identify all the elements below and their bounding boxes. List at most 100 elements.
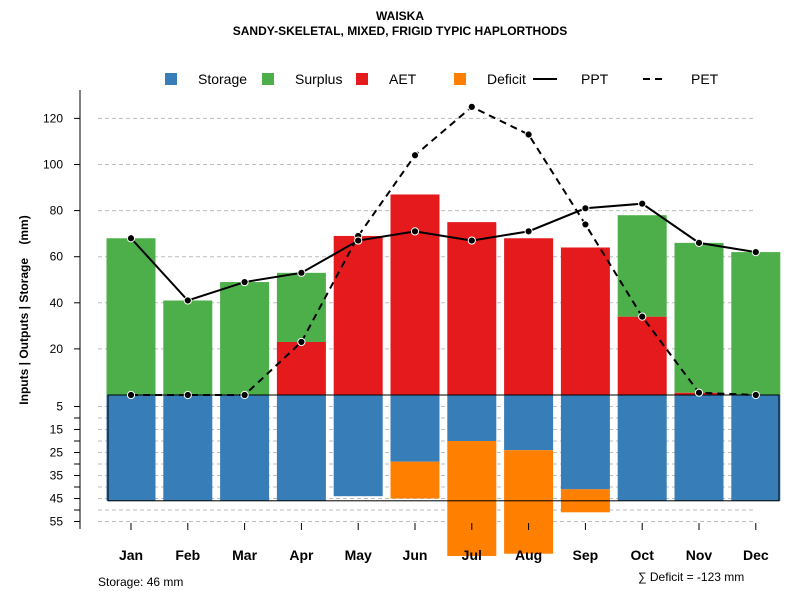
legend-label-aet: AET	[389, 71, 417, 87]
chart-title: WAISKA	[376, 9, 424, 23]
pet-point	[297, 337, 306, 347]
x-tick-label-jul: Jul	[462, 547, 482, 563]
legend-item-surplus: Surplus	[262, 71, 342, 87]
x-tick-label-jun: Jun	[403, 547, 428, 563]
storage-bar	[106, 395, 156, 501]
x-tick-label-oct: Oct	[631, 547, 655, 563]
x-tick-label-mar: Mar	[232, 547, 257, 563]
ppt-point	[240, 277, 249, 287]
legend-swatch-storage	[165, 73, 177, 85]
storage-bar	[731, 395, 781, 501]
storage-bar	[447, 395, 497, 441]
surplus-bar	[276, 272, 326, 342]
surplus-bar	[163, 300, 213, 395]
y-tick-label: 25	[50, 446, 64, 460]
aet-bar	[617, 316, 667, 395]
pet-point	[240, 390, 249, 400]
ppt-point	[183, 296, 192, 305]
surplus-bar	[617, 215, 667, 317]
x-tick-label-feb: Feb	[175, 547, 200, 563]
y-tick-label: 80	[50, 204, 64, 218]
y-tick-label: 40	[50, 296, 64, 310]
legend-label-pet: PET	[691, 71, 719, 87]
ppt-line	[130, 202, 756, 302]
pet-point	[751, 390, 760, 400]
ppt-point	[524, 227, 533, 236]
legend-label-storage: Storage	[198, 71, 247, 87]
deficit-footnote: ∑ Deficit = -123 mm	[638, 570, 745, 584]
x-tick-label-apr: Apr	[289, 547, 314, 563]
legend-item-storage: Storage	[165, 71, 247, 87]
aet-bar	[447, 222, 497, 395]
legend-swatch-aet	[356, 73, 368, 85]
pet-point	[410, 151, 420, 160]
ppt-point	[297, 268, 306, 277]
y-tick-label: 20	[50, 342, 64, 356]
storage-bar	[560, 395, 610, 490]
storage-bar	[163, 395, 213, 501]
legend-swatch-deficit	[454, 73, 466, 85]
legend-label-surplus: Surplus	[295, 71, 342, 87]
pet-point	[638, 312, 647, 321]
storage-footnote: Storage: 46 mm	[98, 575, 184, 589]
x-tick-label-may: May	[345, 547, 372, 563]
y-tick-label: 60	[50, 250, 64, 264]
surplus-bar	[674, 242, 724, 393]
aet-bar	[504, 238, 554, 395]
ppt-point	[354, 236, 363, 245]
y-tick-label: 120	[43, 111, 63, 125]
pet-point	[126, 390, 136, 400]
ppt-point	[410, 227, 420, 236]
aet-bar	[276, 341, 326, 395]
storage-bar	[220, 395, 270, 501]
legend-label-deficit: Deficit	[487, 71, 526, 87]
pet-point	[467, 102, 476, 111]
y-axis-label: Inputs | Outputs | Storage (mm)	[17, 215, 31, 404]
y-tick-label: 45	[50, 492, 64, 506]
pet-point	[581, 220, 590, 229]
legend-swatch-surplus	[262, 73, 274, 85]
x-tick-label-jan: Jan	[119, 547, 143, 563]
ppt-point	[581, 204, 590, 213]
y-tick-label: 100	[43, 158, 63, 172]
surplus-bar	[731, 252, 781, 395]
legend-label-ppt: PPT	[581, 71, 609, 87]
storage-capacity-box	[107, 394, 780, 502]
y-tick-label: 15	[50, 423, 64, 437]
y-tick-label: 35	[50, 469, 64, 483]
legend-item-pet: PET	[643, 71, 719, 87]
pet-point	[183, 390, 192, 400]
y-tick-label: 55	[50, 515, 64, 529]
legend-item-deficit: Deficit	[454, 71, 526, 87]
aet-bar	[560, 247, 610, 395]
storage-bar	[390, 395, 440, 462]
ppt-point	[638, 199, 647, 208]
pet-point	[694, 388, 704, 397]
deficit-bar	[390, 461, 440, 499]
surplus-bar	[220, 282, 270, 395]
ppt-point	[126, 234, 136, 243]
ppt-point	[694, 238, 704, 247]
y-tick-label: 5	[56, 400, 63, 414]
aet-bar	[333, 235, 383, 395]
storage-bar	[617, 395, 667, 501]
x-tick-label-nov: Nov	[686, 547, 713, 563]
storage-bar	[276, 395, 326, 501]
deficit-bar	[447, 441, 497, 556]
chart-subtitle: SANDY-SKELETAL, MIXED, FRIGID TYPIC HAPL…	[232, 24, 568, 38]
ppt-point	[751, 247, 760, 257]
surplus-bar	[106, 238, 156, 395]
pet-line	[131, 105, 756, 396]
x-tick-label-dec: Dec	[743, 547, 769, 563]
legend-item-aet: AET	[356, 71, 417, 87]
deficit-bar	[504, 450, 554, 554]
x-tick-label-aug: Aug	[515, 547, 542, 563]
aet-bar	[390, 194, 440, 395]
storage-bar	[504, 395, 554, 451]
storage-bar	[674, 395, 724, 501]
x-tick-label-sep: Sep	[573, 547, 599, 563]
storage-bar	[333, 395, 383, 497]
pet-point	[524, 130, 533, 139]
ppt-point	[467, 236, 476, 245]
